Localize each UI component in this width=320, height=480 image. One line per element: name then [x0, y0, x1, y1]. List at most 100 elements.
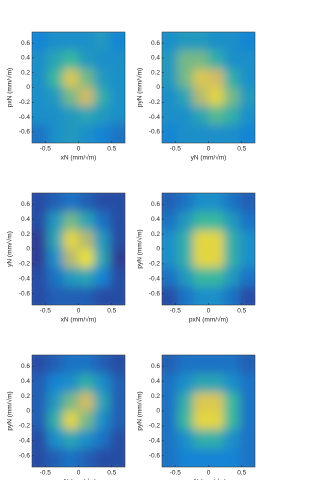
heat-cell — [109, 124, 125, 143]
x-tick-label: 0 — [77, 470, 81, 477]
x-axis-label: pxN (mm/√m) — [189, 316, 228, 324]
heat-cell — [109, 230, 125, 250]
heat-cell — [47, 106, 64, 125]
y-tick-label: -0.4 — [149, 114, 161, 121]
heat-cell — [208, 355, 225, 375]
heat-cell — [239, 355, 255, 375]
y-tick-label: 0.4 — [21, 216, 30, 223]
heat-cell — [239, 87, 255, 107]
heat-cell — [177, 211, 194, 231]
panel: 0.6 0.4 0.2 0 -0.2 -0.4 -0.6 -0.5 0 0.5 xN (mm/√m)… — [6, 354, 126, 480]
heat-cell — [63, 249, 79, 269]
y-tick-label: -0.2 — [19, 261, 31, 268]
heat-cell — [193, 124, 209, 143]
heat-cell — [208, 429, 225, 449]
heat-cell — [193, 373, 209, 393]
heat-cell — [109, 106, 125, 125]
y-tick-label: 0 — [156, 246, 160, 253]
heat-cell — [224, 429, 240, 449]
heat-cell — [239, 448, 255, 467]
heat-cell — [162, 429, 178, 449]
heat-cell — [32, 392, 48, 412]
y-tick-label: 0.4 — [151, 216, 160, 223]
heat-cell — [78, 249, 95, 269]
heat-cell — [208, 373, 225, 393]
y-tick-label: -0.6 — [19, 291, 31, 298]
panel: 0.6 0.4 0.2 0 -0.2 -0.4 -0.6 -0.5 0 0.5 xN (mm/√m)… — [6, 192, 126, 324]
heat-cell — [162, 69, 178, 88]
heat-cell — [94, 286, 110, 305]
heat-cell — [224, 32, 240, 51]
heat-cell — [63, 211, 79, 231]
heat-cell — [47, 267, 64, 287]
heat-cell — [224, 411, 240, 431]
y-axis-label: pyN (mm/√m) — [6, 391, 14, 430]
y-tick-label: -0.6 — [19, 129, 31, 136]
heat-cell — [208, 124, 225, 143]
heat-cell — [94, 448, 110, 467]
heat-cell — [78, 373, 95, 393]
y-tick-label: 0.6 — [21, 363, 30, 370]
heat-cell — [63, 267, 79, 287]
heat-cell — [32, 286, 48, 305]
heat-cell — [208, 448, 225, 467]
x-tick-label: -0.5 — [40, 146, 52, 153]
heat-cell — [208, 411, 225, 431]
heat-cell — [109, 50, 125, 70]
heat-cell — [109, 249, 125, 269]
heat-cell — [47, 69, 64, 88]
heat-cell — [162, 211, 178, 231]
heat-cell — [239, 230, 255, 250]
heatmap — [162, 193, 255, 305]
heat-cell — [63, 373, 79, 393]
figure: 0.6 0.4 0.2 0 -0.2 -0.4 -0.6 -0.5 0 0.5 xN (mm/√m)… — [6, 31, 256, 480]
x-tick-label: 0.5 — [237, 308, 246, 315]
y-tick-label: -0.2 — [149, 423, 161, 430]
heat-cell — [193, 249, 209, 269]
heat-cell — [32, 267, 48, 287]
heat-cell — [78, 193, 95, 213]
y-tick-label: -0.2 — [19, 423, 31, 430]
heat-cell — [193, 286, 209, 305]
heat-cell — [78, 124, 95, 143]
heat-cell — [94, 211, 110, 231]
y-tick-label: -0.4 — [149, 276, 161, 283]
heat-cell — [208, 193, 225, 213]
heat-cell — [32, 355, 48, 375]
heat-cell — [63, 50, 79, 70]
heat-cell — [193, 50, 209, 70]
heatmap — [162, 355, 255, 467]
heat-cell — [63, 355, 79, 375]
heat-cell — [224, 124, 240, 143]
heat-cell — [224, 193, 240, 213]
heat-cell — [63, 286, 79, 305]
y-axis-label: pyN (mm/√m) — [136, 391, 144, 430]
heat-cell — [162, 106, 178, 125]
heat-cell — [63, 411, 79, 431]
heatmap-clip — [32, 355, 125, 467]
y-tick-label: 0.2 — [21, 69, 30, 76]
heat-cell — [47, 249, 64, 269]
x-tick-label: -0.5 — [170, 146, 182, 153]
heat-cell — [94, 193, 110, 213]
heat-cell — [239, 50, 255, 70]
heat-cell — [239, 211, 255, 231]
heat-cell — [193, 355, 209, 375]
heat-cell — [208, 249, 225, 269]
heat-cell — [193, 106, 209, 125]
heat-cell — [94, 230, 110, 250]
heat-cell — [47, 211, 64, 231]
heat-cell — [94, 411, 110, 431]
panel: 0.6 0.4 0.2 0 -0.2 -0.4 -0.6 -0.5 0 0.5 yN (mm/√m)… — [136, 354, 256, 480]
heat-cell — [109, 193, 125, 213]
heat-cell — [109, 32, 125, 51]
heat-cell — [94, 429, 110, 449]
heat-cell — [239, 193, 255, 213]
heat-cell — [78, 392, 95, 412]
heat-cell — [32, 106, 48, 125]
heat-cell — [32, 429, 48, 449]
heat-cell — [32, 373, 48, 393]
heat-cell — [208, 106, 225, 125]
heat-cell — [239, 373, 255, 393]
heat-cell — [47, 32, 64, 51]
